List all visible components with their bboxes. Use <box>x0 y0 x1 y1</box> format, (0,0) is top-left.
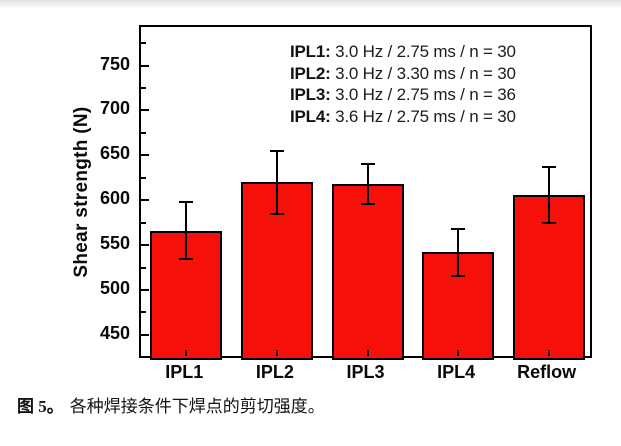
legend-entry-label: IPL4: <box>290 107 331 127</box>
figure-caption: 图 5。 各种焊接条件下焊点的剪切强度。 <box>17 394 325 420</box>
legend-entry-ipl4: IPL4: 3.6 Hz / 2.75 ms / n = 30 <box>290 106 516 128</box>
figure-caption-text: 各种焊接条件下焊点的剪切强度。 <box>69 397 325 416</box>
legend-entry-ipl3: IPL3: 3.0 Hz / 2.75 ms / n = 36 <box>290 84 516 106</box>
y-tick-label-600: 600 <box>99 188 130 209</box>
y-axis-major-tick-600 <box>141 199 149 202</box>
legend-entry-ipl1: IPL1: 3.0 Hz / 2.75 ms / n = 30 <box>290 41 516 63</box>
x-tick-label-ipl2: IPL2 <box>255 362 294 382</box>
x-axis-tick-ipl3 <box>366 350 369 356</box>
error-cap-bottom-reflow <box>541 221 556 224</box>
error-bar-reflow <box>547 167 550 223</box>
legend-entry-text: 3.6 Hz / 2.75 ms / n = 30 <box>330 107 516 127</box>
y-tick-label-650: 650 <box>99 143 130 164</box>
error-cap-top-ipl3 <box>360 163 375 166</box>
legend-entry-text: 3.0 Hz / 2.75 ms / n = 30 <box>330 42 516 61</box>
x-axis-tick-reflow <box>547 350 550 356</box>
legend-entry-text: 3.0 Hz / 2.75 ms / n = 36 <box>330 85 516 105</box>
x-tick-label-ipl4: IPL4 <box>437 362 476 382</box>
y-axis-minor-tick-475 <box>141 311 146 314</box>
x-axis-tick-ipl1 <box>185 350 188 356</box>
error-cap-top-reflow <box>541 166 556 169</box>
y-axis-minor-tick-775 <box>141 42 146 45</box>
error-bar-ipl4 <box>457 228 460 276</box>
x-axis-tick-ipl2 <box>275 350 278 356</box>
y-axis-major-tick-500 <box>141 288 149 291</box>
bar-ipl3 <box>331 184 404 360</box>
y-axis-major-tick-450 <box>141 333 149 336</box>
legend-entry-label: IPL3: <box>290 85 331 105</box>
figure-caption-label: 图 5。 <box>17 397 64 416</box>
y-tick-label-450: 450 <box>99 322 130 343</box>
bar-chart: Shear strength (N) IPL1: 3.0 Hz / 2.75 m… <box>71 25 592 382</box>
error-cap-top-ipl4 <box>451 227 466 230</box>
error-cap-bottom-ipl3 <box>360 202 375 205</box>
y-tick-label-700: 700 <box>99 98 130 119</box>
error-cap-bottom-ipl4 <box>451 274 466 277</box>
error-bar-ipl3 <box>366 164 369 204</box>
x-tick-label-reflow: Reflow <box>517 362 577 382</box>
y-tick-label-550: 550 <box>99 233 130 254</box>
error-cap-bottom-ipl1 <box>179 258 194 261</box>
legend-entry-text: 3.0 Hz / 3.30 ms / n = 30 <box>330 63 516 83</box>
y-axis-minor-tick-675 <box>141 131 146 134</box>
x-tick-label-ipl3: IPL3 <box>346 362 385 382</box>
x-axis-tick-ipl4 <box>457 350 460 356</box>
y-axis-minor-tick-575 <box>141 221 146 224</box>
y-axis-major-tick-700 <box>141 109 149 112</box>
y-axis-minor-tick-525 <box>141 266 146 269</box>
legend-entry-ipl2: IPL2: 3.0 Hz / 3.30 ms / n = 30 <box>290 63 516 85</box>
y-tick-label-750: 750 <box>99 53 130 74</box>
y-axis-minor-tick-725 <box>141 87 146 90</box>
y-axis-major-tick-750 <box>141 64 149 67</box>
y-axis-minor-tick-425 <box>141 356 146 359</box>
error-bar-ipl1 <box>185 202 188 260</box>
error-cap-bottom-ipl2 <box>269 212 284 215</box>
plot-area <box>139 25 592 360</box>
y-tick-label-500: 500 <box>99 277 130 298</box>
legend-entry-label: IPL2: <box>290 63 331 83</box>
y-axis-minor-tick-625 <box>141 176 146 179</box>
error-bar-ipl2 <box>275 150 278 214</box>
legend-entry-label: IPL1: <box>290 42 331 61</box>
error-cap-top-ipl2 <box>269 149 284 152</box>
chart-legend: IPL1: 3.0 Hz / 2.75 ms / n = 30 IPL2: 3.0… <box>290 41 516 128</box>
page-edge-shading <box>0 0 621 9</box>
y-axis-major-tick-550 <box>141 244 149 247</box>
error-cap-top-ipl1 <box>179 201 194 204</box>
y-axis-major-tick-650 <box>141 154 149 157</box>
x-tick-label-ipl1: IPL1 <box>165 362 204 382</box>
